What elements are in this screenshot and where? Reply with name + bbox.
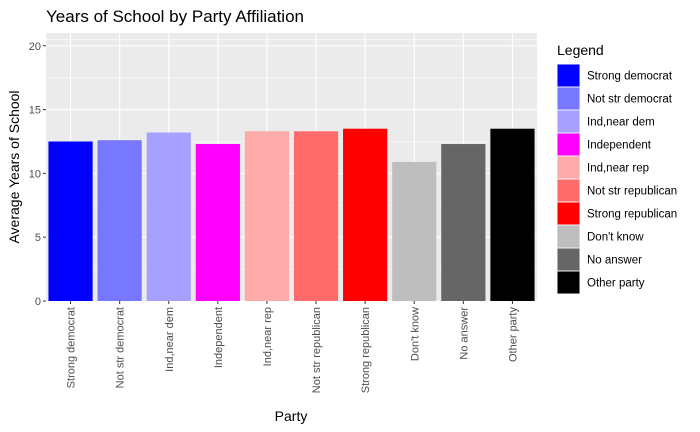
x-axis-title: Party bbox=[275, 408, 308, 424]
legend-label: Not str republican bbox=[587, 186, 677, 198]
legend-swatch bbox=[557, 133, 580, 156]
legend-label: No answer bbox=[587, 255, 642, 267]
legend-swatch bbox=[557, 110, 580, 133]
legend-label: Ind,near dem bbox=[587, 117, 655, 129]
legend-swatch bbox=[557, 156, 580, 179]
legend-label: Strong democrat bbox=[587, 71, 673, 83]
legend-label: Other party bbox=[587, 278, 645, 290]
bar bbox=[441, 144, 486, 301]
x-tick-label: Strong democrat bbox=[66, 307, 78, 388]
x-tick-label: No answer bbox=[458, 307, 470, 360]
x-tick-label: Ind,near rep bbox=[262, 307, 274, 366]
x-tick-label: Ind,near dem bbox=[164, 307, 176, 372]
legend-swatch bbox=[557, 248, 580, 271]
bar bbox=[293, 131, 339, 301]
legend-swatch bbox=[557, 87, 580, 110]
legend-swatch bbox=[557, 271, 580, 294]
legend-label: Independent bbox=[587, 140, 652, 152]
legend: Legend Strong democrat Not str democrat In… bbox=[557, 42, 677, 294]
y-tick-label: 10 bbox=[29, 168, 41, 180]
legend-title: Legend bbox=[557, 42, 604, 58]
y-tick-label: 15 bbox=[29, 105, 41, 117]
y-tick-label: 20 bbox=[29, 41, 41, 53]
bar bbox=[97, 140, 142, 301]
legend-label: Strong republican bbox=[587, 209, 677, 221]
bar bbox=[392, 161, 437, 301]
legend-swatch bbox=[557, 179, 580, 202]
chart-title: Years of School by Party Affiliation bbox=[46, 7, 304, 26]
y-axis: 0 5 10 15 20 bbox=[29, 41, 46, 308]
legend-label: Not str democrat bbox=[587, 94, 673, 106]
bar bbox=[146, 132, 191, 301]
legend-swatch bbox=[557, 64, 580, 87]
x-tick-label: Strong republican bbox=[360, 307, 372, 393]
y-axis-title: Average Years of School bbox=[6, 90, 22, 243]
legend-swatch bbox=[557, 202, 580, 225]
x-tick-label: Not str republican bbox=[311, 307, 323, 393]
bar bbox=[195, 144, 240, 301]
bar bbox=[244, 131, 290, 301]
x-axis: Strong democrat Not str democrat Ind,near … bbox=[66, 301, 519, 393]
bar bbox=[48, 141, 93, 301]
x-tick-label: Independent bbox=[213, 307, 225, 368]
legend-label: Don't know bbox=[587, 232, 644, 244]
legend-swatch bbox=[557, 225, 580, 248]
bar bbox=[490, 128, 535, 301]
legend-label: Ind,near rep bbox=[587, 163, 649, 175]
x-tick-label: Other party bbox=[507, 307, 519, 363]
x-tick-label: Don't know bbox=[409, 307, 421, 361]
y-tick-label: 5 bbox=[35, 232, 41, 244]
bar bbox=[343, 128, 388, 301]
y-tick-label: 0 bbox=[35, 296, 41, 308]
bars bbox=[48, 128, 535, 301]
x-tick-label: Not str democrat bbox=[115, 307, 127, 388]
